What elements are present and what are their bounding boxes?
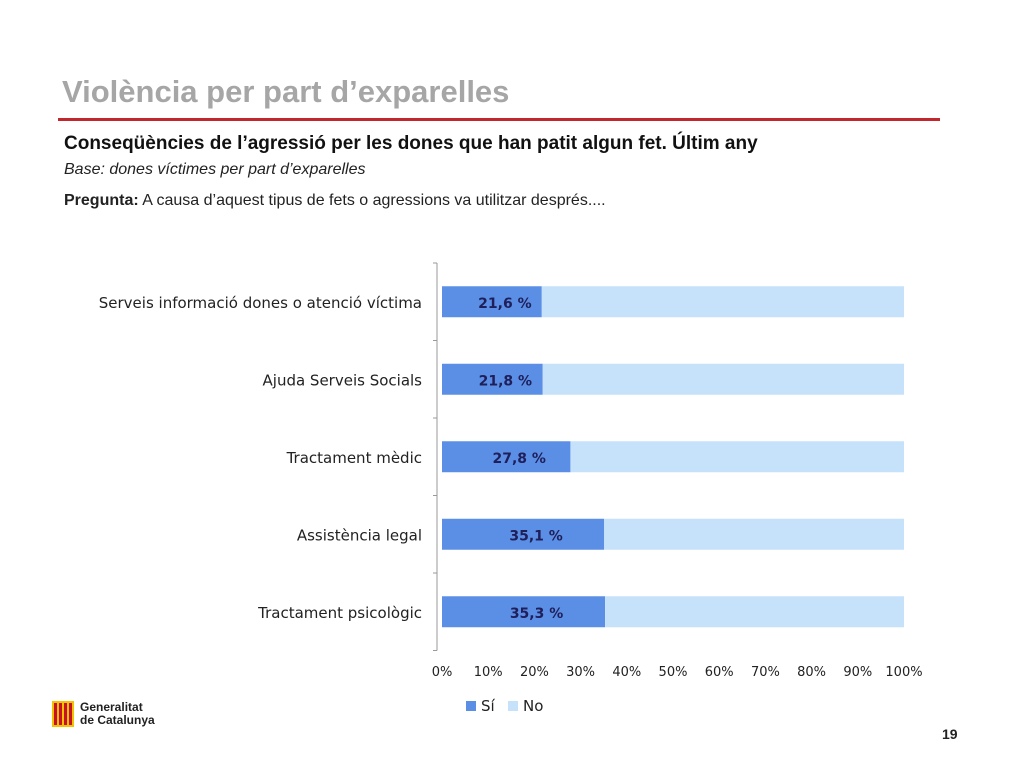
x-tick-label: 70% (751, 665, 780, 680)
category-label: Tractament psicològic (257, 604, 422, 622)
bar-no (604, 518, 904, 550)
question-line: Pregunta: A causa d’aquest tipus de fets… (64, 192, 606, 210)
base-note: Base: dones víctimes per part d’exparell… (64, 161, 366, 178)
x-tick-label: 100% (885, 665, 922, 680)
category-label: Tractament mèdic (286, 449, 422, 467)
x-tick-label: 10% (474, 665, 503, 680)
bar-no (605, 596, 904, 628)
data-label: 35,1 % (509, 528, 562, 544)
logo-text: Generalitat de Catalunya (80, 701, 155, 727)
x-tick-label: 60% (705, 665, 734, 680)
bar-no (570, 441, 904, 473)
x-tick-label: 80% (797, 665, 826, 680)
title-divider (58, 118, 940, 121)
legend-swatch-si (466, 701, 476, 711)
generalitat-logo: Generalitat de Catalunya (52, 701, 155, 727)
bar-si (442, 363, 543, 395)
logo-line-1: Generalitat (80, 700, 143, 714)
category-label: Assistència legal (297, 526, 422, 544)
bar-no (541, 286, 904, 318)
x-tick-label: 0% (432, 665, 453, 680)
bar-si (442, 441, 571, 473)
bar-si (442, 286, 542, 318)
senyera-icon (52, 701, 74, 727)
x-tick-label: 20% (520, 665, 549, 680)
bar-si (442, 518, 605, 550)
data-label: 27,8 % (492, 451, 545, 467)
x-tick-label: 50% (659, 665, 688, 680)
x-tick-label: 40% (612, 665, 641, 680)
bar-si (442, 596, 606, 628)
legend-swatch-no (508, 701, 518, 711)
bar-no (542, 363, 904, 395)
x-tick-label: 30% (566, 665, 595, 680)
data-label: 35,3 % (510, 606, 563, 622)
question-label: Pregunta: (64, 192, 139, 209)
category-label: Serveis informació dones o atenció vícti… (99, 294, 422, 312)
x-tick-label: 90% (843, 665, 872, 680)
chart-subtitle: Conseqüències de l’agressió per les done… (64, 133, 758, 154)
category-label: Ajuda Serveis Socials (263, 371, 423, 389)
logo-line-2: de Catalunya (80, 713, 155, 727)
page-number: 19 (942, 726, 958, 742)
slide-title: Violència per part d’exparelles (62, 74, 510, 109)
legend-label-si: Sí (481, 697, 496, 715)
legend-label-no: No (523, 697, 543, 715)
data-label: 21,8 % (479, 373, 532, 389)
question-text: A causa d’aquest tipus de fets o agressi… (138, 192, 606, 209)
data-label: 21,6 % (478, 296, 531, 312)
